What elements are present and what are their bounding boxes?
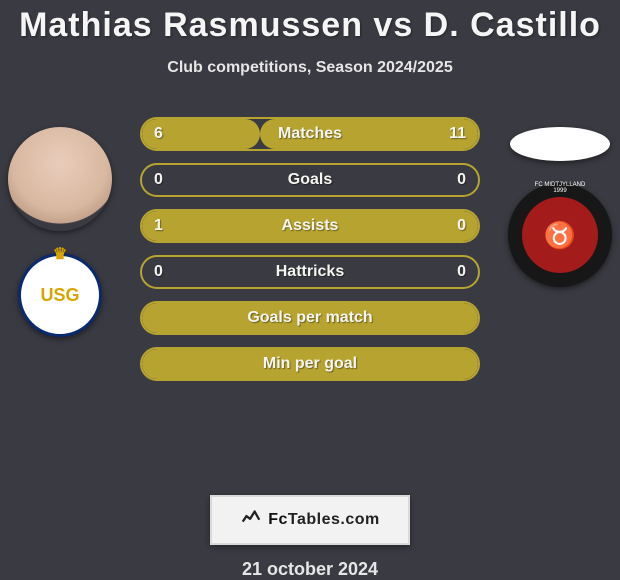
brand-text: FcTables.com (268, 511, 380, 529)
crown-icon: ♛ (53, 244, 67, 264)
right-column: FC MIDTJYLLAND ♉ 1999 (508, 127, 612, 287)
stat-value-right: 0 (457, 171, 466, 189)
stat-label: Goals (288, 171, 332, 189)
brand-prefix: Fc (268, 511, 288, 528)
left-column: ♛ USG (8, 127, 112, 337)
stat-value-left: 6 (154, 125, 163, 143)
club-badge-left-text: USG (40, 285, 79, 306)
stat-value-right: 11 (449, 125, 466, 143)
stat-label: Hattricks (276, 263, 344, 281)
chart-icon (240, 506, 262, 534)
brand-logo: FcTables.com (210, 495, 410, 545)
stat-bar: 0 0 Goals (140, 163, 480, 197)
player-photo-right (510, 127, 610, 161)
page-title: Mathias Rasmussen vs D. Castillo (0, 0, 620, 45)
footer-date: 21 october 2024 (0, 559, 620, 580)
club-badge-right-bottom-text: 1999 (512, 188, 608, 284)
brand-suffix: Tables.com (288, 511, 380, 528)
club-badge-right: FC MIDTJYLLAND ♉ 1999 (508, 183, 612, 287)
stat-bars: 6 11 Matches 0 0 Goals 1 0 Assists 0 0 Hattricks Goa… (140, 117, 480, 381)
stat-bar: 0 0 Hattricks (140, 255, 480, 289)
stat-bar: Min per goal (140, 347, 480, 381)
stat-bar: 6 11 Matches (140, 117, 480, 151)
stat-bar: 1 0 Assists (140, 209, 480, 243)
stat-value-left: 1 (154, 217, 163, 235)
stat-value-right: 0 (457, 263, 466, 281)
stat-value-left: 0 (154, 171, 163, 189)
stat-value-left: 0 (154, 263, 163, 281)
stat-label: Matches (278, 125, 342, 143)
stat-label: Goals per match (247, 309, 372, 327)
player-photo-left (8, 127, 112, 231)
stat-value-right: 0 (457, 217, 466, 235)
comparison-stage: ♛ USG FC MIDTJYLLAND ♉ 1999 611Matches00… (0, 117, 620, 477)
stat-bar: Goals per match (140, 301, 480, 335)
club-badge-left: ♛ USG (18, 253, 102, 337)
stat-label: Min per goal (263, 355, 357, 373)
stat-label: Assists (282, 217, 339, 235)
page-subtitle: Club competitions, Season 2024/2025 (0, 59, 620, 77)
